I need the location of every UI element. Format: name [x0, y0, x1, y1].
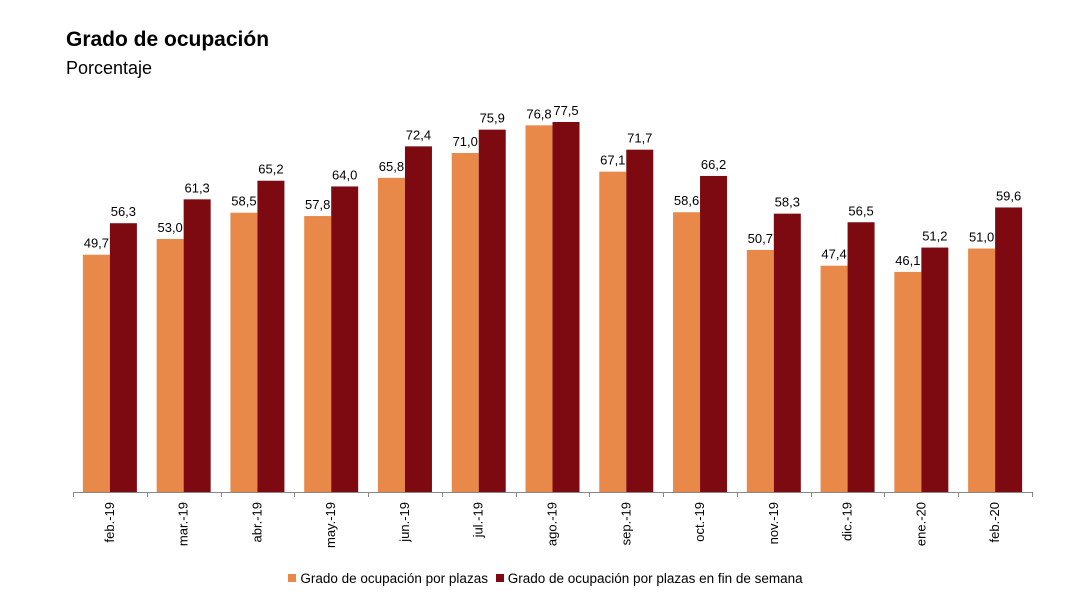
bar-plazas: [156, 238, 184, 492]
data-label-fin-de-semana: 72,4: [406, 127, 431, 142]
x-tick-label: abr.-19: [249, 502, 264, 542]
bar-fin-de-semana: [847, 222, 875, 493]
bar-fin-de-semana: [109, 223, 137, 493]
data-label-plazas: 46,1: [895, 253, 920, 268]
bar-fin-de-semana: [478, 129, 506, 492]
x-tick-label: ene.-20: [913, 502, 928, 546]
bar-plazas: [673, 212, 701, 493]
chart-title: Grado de ocupación: [66, 28, 270, 51]
x-tick-label: jun.-19: [397, 502, 412, 543]
data-label-plazas: 58,5: [231, 194, 256, 209]
legend-item-fin-de-semana: Grado de ocupación por plazas en fin de …: [495, 570, 803, 586]
bar-fin-de-semana: [700, 175, 728, 493]
data-label-fin-de-semana: 77,5: [553, 103, 578, 118]
legend-swatch-fin-de-semana: [495, 574, 504, 582]
bar-plazas: [451, 153, 479, 492]
x-tick-label: jul.-19: [471, 502, 486, 538]
x-tick-label: may.-19: [323, 502, 338, 548]
bar-plazas: [599, 171, 627, 492]
x-tick-label: dic.-19: [840, 502, 855, 541]
data-label-fin-de-semana: 56,5: [848, 203, 873, 218]
bar-plazas: [525, 125, 553, 493]
bar-plazas: [230, 212, 258, 493]
data-label-plazas: 49,7: [84, 236, 109, 251]
legend-label-plazas: Grado de ocupación por plazas: [300, 570, 488, 586]
legend-swatch-plazas: [288, 574, 297, 582]
data-label-fin-de-semana: 66,2: [701, 157, 726, 172]
data-label-fin-de-semana: 59,6: [996, 188, 1021, 203]
data-label-plazas: 58,6: [674, 193, 699, 208]
x-tick-label: mar.-19: [176, 502, 191, 546]
legend: Grado de ocupación por plazas Grado de o…: [0, 570, 1091, 586]
x-tick-label: nov.-19: [766, 502, 781, 544]
bar-fin-de-semana: [552, 122, 580, 492]
data-label-fin-de-semana: 61,3: [184, 180, 209, 195]
data-label-fin-de-semana: 51,2: [922, 229, 947, 244]
data-label-plazas: 67,1: [600, 153, 625, 168]
data-label-plazas: 53,0: [157, 220, 182, 235]
bar-plazas: [968, 248, 996, 492]
bar-fin-de-semana: [331, 186, 359, 493]
bar-plazas: [304, 216, 332, 492]
data-label-plazas: 76,8: [526, 106, 551, 121]
data-label-fin-de-semana: 75,9: [480, 111, 505, 126]
data-label-plazas: 47,4: [821, 247, 846, 262]
bar-plazas: [746, 249, 774, 492]
x-tick-label: oct.-19: [692, 502, 707, 542]
chart-subtitle: Porcentaje: [66, 58, 153, 78]
data-label-fin-de-semana: 58,3: [775, 195, 800, 210]
data-label-fin-de-semana: 56,3: [111, 204, 136, 219]
legend-item-plazas: Grado de ocupación por plazas: [288, 571, 488, 586]
bar-fin-de-semana: [995, 207, 1023, 492]
data-label-plazas: 57,8: [305, 197, 330, 212]
x-tick-label: ago.-19: [545, 502, 560, 546]
bar-plazas: [820, 265, 848, 492]
bar-fin-de-semana: [773, 213, 801, 492]
data-label-plazas: 50,7: [748, 231, 773, 246]
legend-label-fin-de-semana: Grado de ocupación por plazas en fin de …: [507, 570, 803, 586]
bar-plazas: [894, 271, 922, 492]
bar-plazas: [377, 177, 405, 492]
data-label-plazas: 51,0: [969, 230, 994, 245]
data-label-plazas: 71,0: [453, 134, 478, 149]
data-label-plazas: 65,8: [379, 159, 404, 174]
bar-fin-de-semana: [626, 149, 654, 493]
bar-fin-de-semana: [183, 199, 211, 493]
bar-fin-de-semana: [404, 146, 432, 492]
data-label-fin-de-semana: 64,0: [332, 167, 357, 182]
x-tick-label: feb.-19: [102, 502, 117, 542]
x-tick-label: feb.-20: [987, 502, 1002, 542]
bar-plazas: [82, 254, 110, 492]
bar-fin-de-semana: [257, 180, 285, 492]
x-tick-label: sep.-19: [618, 502, 633, 545]
data-label-fin-de-semana: 71,7: [627, 131, 652, 146]
data-label-fin-de-semana: 65,2: [258, 162, 283, 177]
bar-fin-de-semana: [921, 247, 949, 492]
